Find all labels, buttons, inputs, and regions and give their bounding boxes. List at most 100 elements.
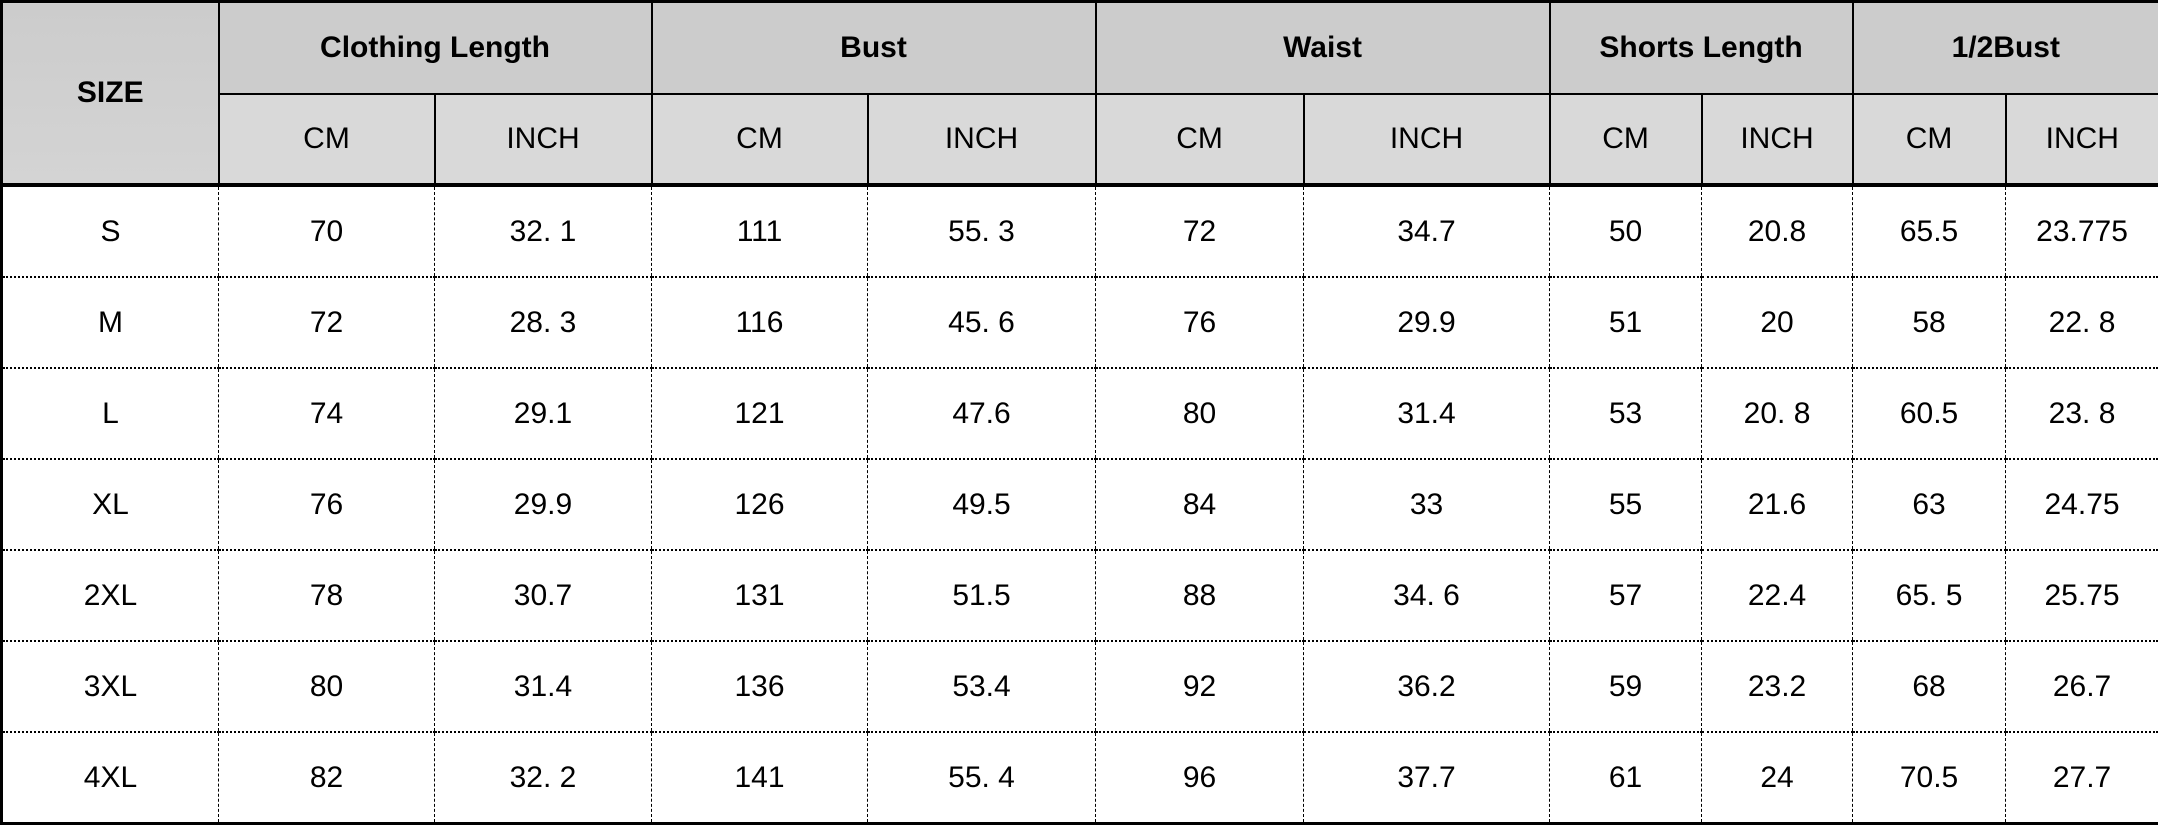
value-cell: 24.75 [2006,459,2158,550]
value-cell: 20. 8 [1702,368,1853,459]
value-cell: 65. 5 [1853,550,2006,641]
group-header: Clothing Length [219,2,652,95]
value-cell: 45. 6 [868,277,1096,368]
value-cell: 63 [1853,459,2006,550]
value-cell: 74 [219,368,435,459]
unit-header-inch: INCH [435,94,652,185]
value-cell: 37.7 [1304,732,1550,824]
value-cell: 136 [652,641,868,732]
value-cell: 68 [1853,641,2006,732]
value-cell: 58 [1853,277,2006,368]
value-cell: 51.5 [868,550,1096,641]
value-cell: 55 [1550,459,1702,550]
value-cell: 23. 8 [2006,368,2158,459]
value-cell: 32. 2 [435,732,652,824]
value-cell: 60.5 [1853,368,2006,459]
value-cell: 31.4 [1304,368,1550,459]
value-cell: 55. 4 [868,732,1096,824]
unit-header-inch: INCH [1702,94,1853,185]
value-cell: 29.1 [435,368,652,459]
value-cell: 59 [1550,641,1702,732]
value-cell: 27.7 [2006,732,2158,824]
size-cell: 4XL [2,732,219,824]
value-cell: 36.2 [1304,641,1550,732]
value-cell: 20.8 [1702,185,1853,277]
unit-header-cm: CM [1096,94,1304,185]
value-cell: 29.9 [435,459,652,550]
value-cell: 50 [1550,185,1702,277]
value-cell: 47.6 [868,368,1096,459]
size-cell: L [2,368,219,459]
value-cell: 49.5 [868,459,1096,550]
size-header: SIZE [2,2,219,186]
size-cell: XL [2,459,219,550]
value-cell: 78 [219,550,435,641]
value-cell: 33 [1304,459,1550,550]
value-cell: 22. 8 [2006,277,2158,368]
value-cell: 131 [652,550,868,641]
value-cell: 32. 1 [435,185,652,277]
value-cell: 53.4 [868,641,1096,732]
value-cell: 25.75 [2006,550,2158,641]
value-cell: 76 [1096,277,1304,368]
value-cell: 72 [1096,185,1304,277]
value-cell: 96 [1096,732,1304,824]
value-cell: 22.4 [1702,550,1853,641]
value-cell: 126 [652,459,868,550]
value-cell: 72 [219,277,435,368]
size-cell: M [2,277,219,368]
unit-header-inch: INCH [1304,94,1550,185]
group-header: Waist [1096,2,1550,95]
value-cell: 84 [1096,459,1304,550]
value-cell: 24 [1702,732,1853,824]
value-cell: 31.4 [435,641,652,732]
value-cell: 57 [1550,550,1702,641]
value-cell: 70 [219,185,435,277]
group-header: 1/2Bust [1853,2,2158,95]
value-cell: 141 [652,732,868,824]
value-cell: 28. 3 [435,277,652,368]
value-cell: 34. 6 [1304,550,1550,641]
value-cell: 82 [219,732,435,824]
value-cell: 80 [219,641,435,732]
size-cell: S [2,185,219,277]
value-cell: 88 [1096,550,1304,641]
value-cell: 29.9 [1304,277,1550,368]
value-cell: 55. 3 [868,185,1096,277]
value-cell: 92 [1096,641,1304,732]
unit-header-cm: CM [219,94,435,185]
value-cell: 26.7 [2006,641,2158,732]
value-cell: 61 [1550,732,1702,824]
value-cell: 20 [1702,277,1853,368]
value-cell: 65.5 [1853,185,2006,277]
unit-header-cm: CM [1853,94,2006,185]
unit-header-cm: CM [652,94,868,185]
size-cell: 2XL [2,550,219,641]
value-cell: 121 [652,368,868,459]
size-cell: 3XL [2,641,219,732]
value-cell: 21.6 [1702,459,1853,550]
value-cell: 53 [1550,368,1702,459]
value-cell: 80 [1096,368,1304,459]
value-cell: 70.5 [1853,732,2006,824]
value-cell: 51 [1550,277,1702,368]
unit-header-cm: CM [1550,94,1702,185]
group-header: Bust [652,2,1096,95]
value-cell: 23.775 [2006,185,2158,277]
group-header: Shorts Length [1550,2,1853,95]
value-cell: 111 [652,185,868,277]
value-cell: 30.7 [435,550,652,641]
value-cell: 23.2 [1702,641,1853,732]
unit-header-inch: INCH [868,94,1096,185]
value-cell: 76 [219,459,435,550]
